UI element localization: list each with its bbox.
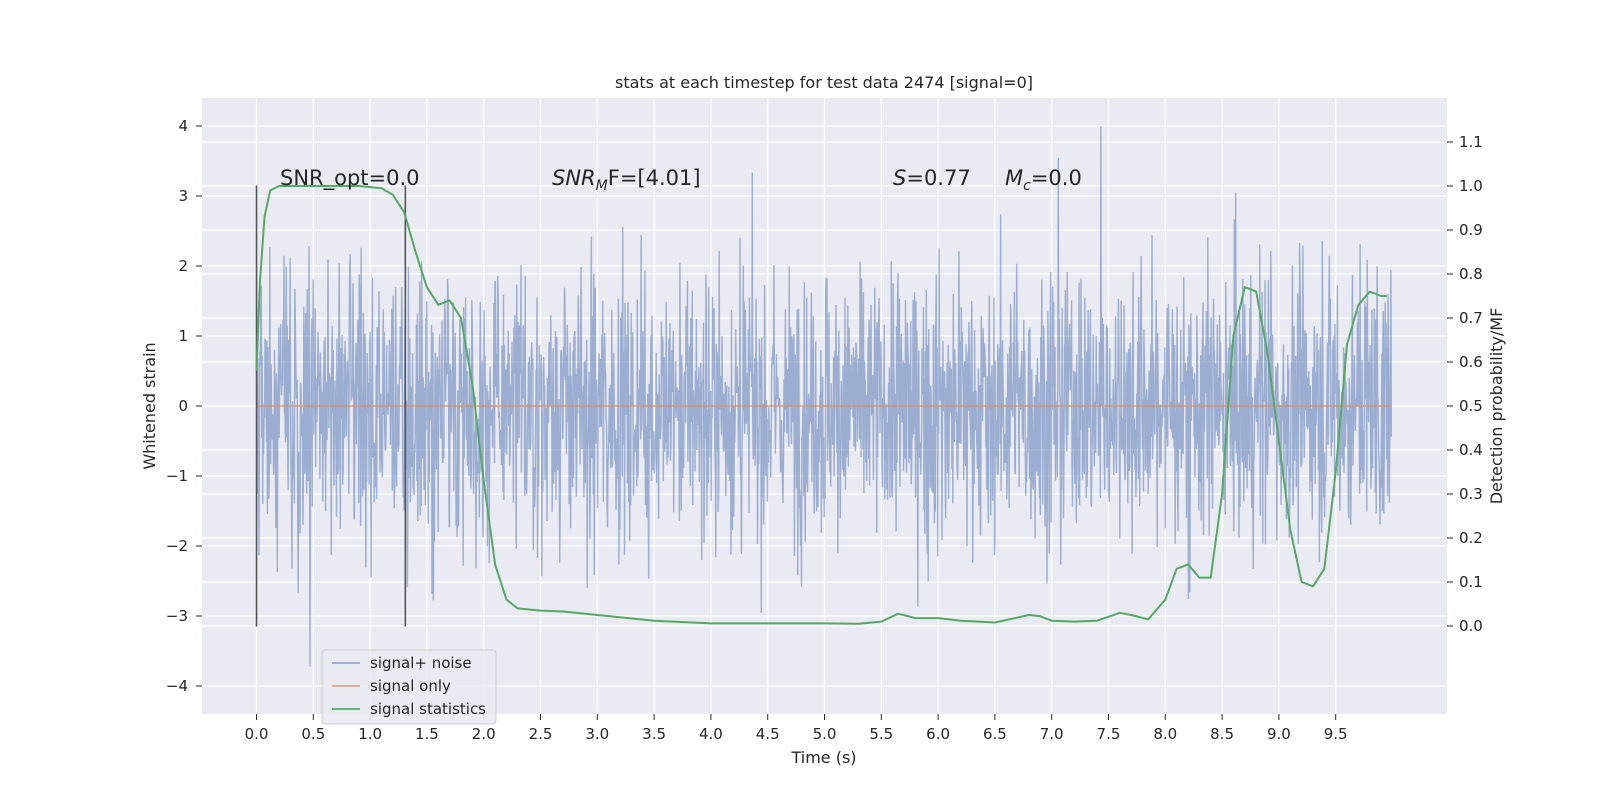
x-tick-label: 4.0 bbox=[699, 725, 723, 743]
y-left-tick-label: 4 bbox=[178, 117, 188, 135]
axis-ticks: 0.0 0.5 1.0 1.5 2.0 2.5 3.0 3.5 4.0 4.5 5.0 5.5 6.0 6… bbox=[166, 117, 1483, 743]
signal-noise-line bbox=[255, 125, 1392, 667]
y-left-tick-label: 0 bbox=[178, 397, 188, 415]
y-axis-title-left: Whitened strain bbox=[140, 342, 159, 469]
x-tick-label: 1.0 bbox=[358, 725, 382, 743]
annotations: SNR_opt=0.0 SNRMF=[4.01] S=0.77 Mc=0.0 bbox=[280, 166, 1082, 194]
y-left-tick-label: −3 bbox=[166, 607, 188, 625]
chart-lines bbox=[255, 185, 1392, 627]
annotation-mc-base: M bbox=[1005, 166, 1023, 190]
annotation-s-rest: =0.77 bbox=[906, 166, 970, 190]
legend-label-signal-noise: signal+ noise bbox=[370, 654, 472, 672]
y-left-tick-label: −2 bbox=[166, 537, 188, 555]
x-tick-label: 1.5 bbox=[415, 725, 439, 743]
y-right-tick-label: 0.3 bbox=[1459, 485, 1483, 503]
x-tick-label: 0.0 bbox=[245, 725, 269, 743]
y-right-tick-label: 0.2 bbox=[1459, 529, 1483, 547]
y-left-tick-label: 2 bbox=[178, 257, 188, 275]
legend-label-signal-only: signal only bbox=[370, 677, 451, 695]
signal-noise-series bbox=[255, 125, 1392, 667]
x-tick-label: 3.0 bbox=[585, 725, 609, 743]
annotation-mc-sub: c bbox=[1023, 178, 1031, 194]
y-right-tick-label: 1.1 bbox=[1459, 133, 1483, 151]
y-right-tick-label: 0.6 bbox=[1459, 353, 1483, 371]
x-tick-label: 7.0 bbox=[1040, 725, 1064, 743]
annotation-snr-mf-rest: F=[4.01] bbox=[608, 166, 701, 190]
y-right-tick-label: 0.4 bbox=[1459, 441, 1483, 459]
annotation-snr-mf-sub: M bbox=[596, 178, 608, 194]
x-tick-label: 2.0 bbox=[472, 725, 496, 743]
signal-statistics-line bbox=[255, 185, 1387, 625]
annotation-s-italic: S bbox=[893, 166, 906, 190]
y-right-tick-label: 0.1 bbox=[1459, 573, 1483, 591]
x-tick-label: 4.5 bbox=[756, 725, 780, 743]
x-tick-label: 5.5 bbox=[869, 725, 893, 743]
x-tick-label: 3.5 bbox=[642, 725, 666, 743]
annotation-snr-opt: SNR_opt=0.0 bbox=[280, 166, 420, 191]
y-right-tick-label: 0.0 bbox=[1459, 617, 1483, 635]
x-tick-label: 9.5 bbox=[1324, 725, 1348, 743]
y-right-tick-label: 0.7 bbox=[1459, 309, 1483, 327]
annotation-snr-mf-base: SNR bbox=[552, 166, 596, 190]
y-left-tick-label: −1 bbox=[166, 467, 188, 485]
y-right-tick-label: 0.8 bbox=[1459, 265, 1483, 283]
annotation-s: S=0.77 bbox=[893, 166, 971, 190]
y-left-tick-label: 1 bbox=[178, 327, 188, 345]
x-tick-label: 8.5 bbox=[1210, 725, 1234, 743]
annotation-snr-mf: SNRMF=[4.01] bbox=[552, 166, 701, 194]
x-tick-label: 9.0 bbox=[1267, 725, 1291, 743]
legend-label-signal-statistics: signal statistics bbox=[370, 700, 486, 718]
y-right-tick-label: 1.0 bbox=[1459, 177, 1483, 195]
legend: signal+ noise signal only signal statist… bbox=[321, 649, 497, 725]
x-tick-label: 7.5 bbox=[1097, 725, 1121, 743]
x-tick-label: 8.0 bbox=[1153, 725, 1177, 743]
annotation-mc-rest: =0.0 bbox=[1031, 166, 1082, 190]
legend-box bbox=[321, 649, 497, 725]
x-axis-title: Time (s) bbox=[790, 748, 856, 767]
x-tick-label: 2.5 bbox=[529, 725, 553, 743]
y-axis-title-right: Detection probability/MF bbox=[1487, 308, 1506, 505]
x-tick-label: 5.0 bbox=[813, 725, 837, 743]
y-right-tick-label: 0.5 bbox=[1459, 397, 1483, 415]
chart-title: stats at each timestep for test data 247… bbox=[615, 73, 1033, 92]
y-left-tick-label: 3 bbox=[178, 187, 188, 205]
annotation-mc: Mc=0.0 bbox=[1005, 166, 1082, 194]
y-left-tick-label: −4 bbox=[166, 677, 188, 695]
x-tick-label: 6.0 bbox=[926, 725, 950, 743]
y-right-tick-label: 0.9 bbox=[1459, 221, 1483, 239]
x-tick-label: 6.5 bbox=[983, 725, 1007, 743]
x-tick-label: 0.5 bbox=[301, 725, 325, 743]
